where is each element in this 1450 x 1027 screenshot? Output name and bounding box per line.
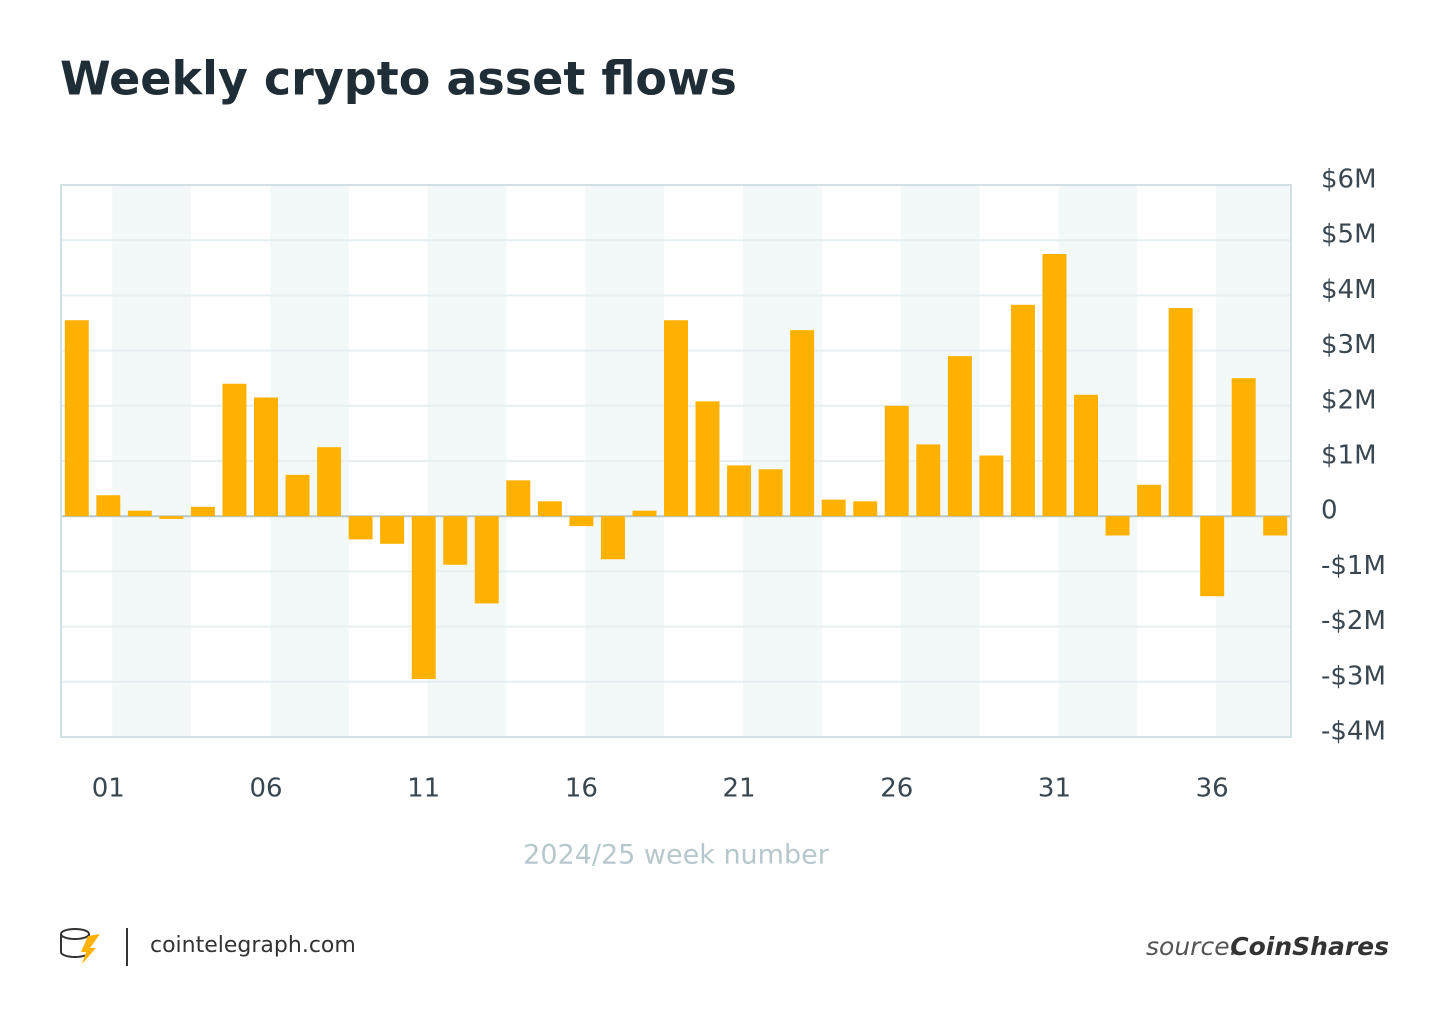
bar [569, 516, 594, 527]
source-name: CoinShares [1230, 932, 1389, 961]
bar [790, 330, 815, 517]
bar [127, 510, 152, 517]
bar [979, 455, 1004, 517]
bar [254, 397, 278, 517]
x-tick-label: 31 [1038, 774, 1071, 804]
bar [190, 506, 215, 517]
x-tick-label: 06 [249, 774, 282, 804]
bar [1010, 304, 1035, 517]
bar [1168, 308, 1193, 517]
y-tick-label: -$2M [1321, 606, 1386, 636]
x-tick-label: 11 [407, 774, 440, 804]
bar [695, 401, 720, 517]
bar [853, 501, 878, 517]
bar [443, 516, 468, 565]
y-tick-label: 0 [1321, 496, 1338, 526]
bar [474, 516, 499, 604]
bar [1042, 254, 1067, 517]
logo [60, 928, 128, 966]
bar [916, 444, 941, 517]
bar [159, 516, 184, 519]
x-tick-label: 26 [880, 774, 913, 804]
source-prefix: source: [1146, 932, 1238, 961]
bar [821, 499, 846, 517]
y-tick-label: $4M [1321, 275, 1377, 305]
bar [285, 474, 310, 517]
x-tick-label: 36 [1196, 774, 1229, 804]
bar [1137, 484, 1162, 517]
bar [1105, 516, 1130, 536]
x-tick-label: 01 [92, 774, 125, 804]
bar [947, 356, 972, 517]
bar [884, 405, 909, 517]
y-tick-label: $1M [1321, 441, 1377, 471]
x-axis-label: 2024/25 week number [523, 840, 830, 871]
plot-area: -$4M -$3M -$2M -$1M 0 $1M $2M $3M $4M $5M $6M 01 06 1… [60, 165, 1386, 804]
bar [664, 320, 688, 517]
y-tick-label: $5M [1321, 220, 1377, 250]
bar [1200, 516, 1225, 597]
x-tick-label: 16 [565, 774, 598, 804]
y-tick-label: $3M [1321, 330, 1377, 360]
bar [1231, 378, 1256, 517]
bar [1074, 394, 1098, 517]
y-tick-label: -$1M [1321, 551, 1386, 581]
x-tick-label: 21 [723, 774, 756, 804]
y-tick-label: -$4M [1321, 717, 1386, 747]
bar [222, 383, 247, 517]
bar [64, 320, 89, 517]
site-name: cointelegraph.com [150, 933, 356, 958]
bar [411, 516, 436, 680]
bar [758, 469, 783, 517]
chart-title: Weekly crypto asset flows [60, 52, 737, 106]
y-tick-label: -$3M [1321, 661, 1386, 691]
bar [96, 495, 121, 517]
bar [600, 516, 625, 560]
plot-border [60, 184, 1292, 738]
bar [348, 516, 373, 540]
bar [632, 510, 657, 517]
bar [727, 465, 752, 517]
bar [1263, 516, 1288, 536]
bar [506, 480, 531, 517]
y-tick-label: $6M [1321, 165, 1377, 195]
bar [537, 501, 562, 517]
bar [380, 516, 405, 544]
y-tick-label: $2M [1321, 385, 1377, 415]
bar [317, 447, 342, 517]
